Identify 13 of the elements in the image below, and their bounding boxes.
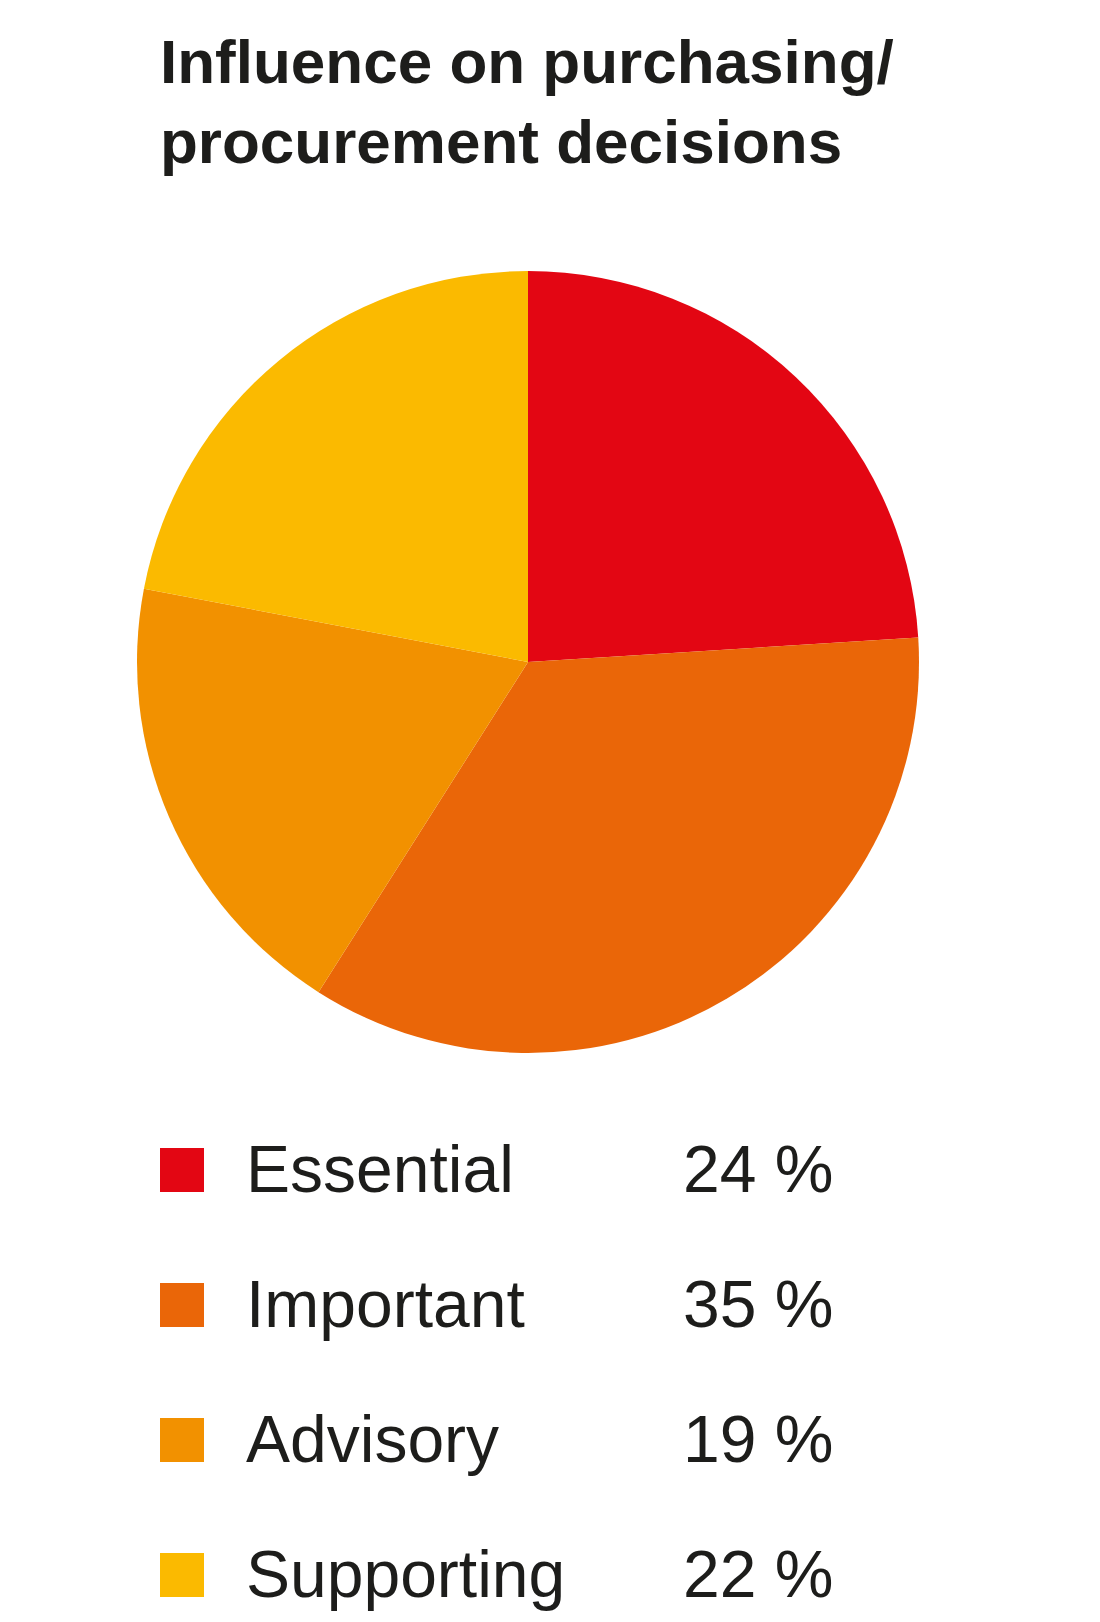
data-label: 24 %	[683, 1132, 834, 1206]
pie-slice	[137, 588, 528, 993]
legend-label: Advisory	[246, 1402, 500, 1476]
data-label: 19 %	[683, 1402, 834, 1476]
pie-slice	[143, 271, 528, 662]
data-label: 35 %	[683, 1267, 834, 1341]
data-label: 22 %	[683, 1537, 834, 1611]
pie-slice	[318, 637, 919, 1053]
legend-label: Important	[246, 1267, 525, 1341]
legend-label: Essential	[246, 1132, 514, 1206]
pie-slice	[528, 271, 919, 662]
legend-label: Supporting	[246, 1537, 566, 1611]
chart-title: Influence on purchasing/ procurement decisions	[160, 27, 894, 176]
